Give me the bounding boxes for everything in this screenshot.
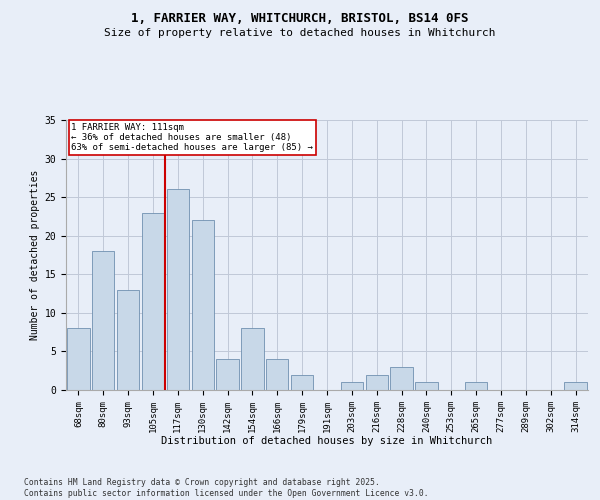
Text: Size of property relative to detached houses in Whitchurch: Size of property relative to detached ho… (104, 28, 496, 38)
Bar (365, 374, 388, 390)
Bar (415, 382, 437, 390)
Bar (266, 359, 289, 390)
Text: 1 FARRIER WAY: 111sqm
← 36% of detached houses are smaller (48)
63% of semi-deta: 1 FARRIER WAY: 111sqm ← 36% of detached … (71, 122, 313, 152)
Bar (67, 328, 89, 390)
Text: 1, FARRIER WAY, WHITCHURCH, BRISTOL, BS14 0FS: 1, FARRIER WAY, WHITCHURCH, BRISTOL, BS1… (131, 12, 469, 26)
Bar (92, 251, 115, 390)
Bar (167, 190, 189, 390)
Bar (191, 220, 214, 390)
Bar (217, 359, 239, 390)
Bar (565, 382, 587, 390)
Bar (142, 212, 164, 390)
Bar (465, 382, 487, 390)
Text: Contains HM Land Registry data © Crown copyright and database right 2025.
Contai: Contains HM Land Registry data © Crown c… (24, 478, 428, 498)
Bar (341, 382, 363, 390)
Y-axis label: Number of detached properties: Number of detached properties (31, 170, 40, 340)
X-axis label: Distribution of detached houses by size in Whitchurch: Distribution of detached houses by size … (161, 436, 493, 446)
Bar (241, 328, 263, 390)
Bar (117, 290, 139, 390)
Bar (391, 367, 413, 390)
Bar (291, 374, 313, 390)
